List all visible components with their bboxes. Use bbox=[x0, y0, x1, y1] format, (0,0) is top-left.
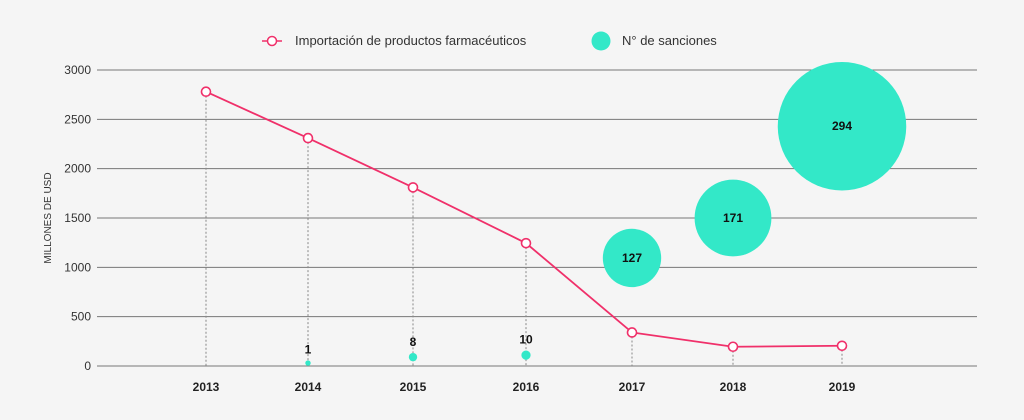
bubble-label: 8 bbox=[410, 335, 417, 349]
x-tick-label: 2013 bbox=[193, 380, 220, 394]
imports-point-2013 bbox=[200, 86, 212, 98]
bubble-sanctions-2019 bbox=[777, 62, 907, 191]
bubble-label: 1 bbox=[305, 342, 312, 356]
legend-line-marker-point bbox=[266, 35, 278, 47]
bubble-sanctions-2016 bbox=[521, 350, 531, 360]
imports-point-2016 bbox=[520, 237, 532, 249]
bubble-label: 294 bbox=[832, 119, 852, 133]
bubble-sanctions-2017 bbox=[602, 228, 662, 288]
bubble-label: 10 bbox=[519, 333, 533, 347]
legend: Importación de productos farmacéuticos N… bbox=[262, 31, 717, 51]
y-tick-label: 3000 bbox=[64, 63, 91, 77]
bubble-sanctions-2014 bbox=[305, 360, 311, 366]
y-tick-label: 500 bbox=[71, 310, 91, 324]
x-tick-label: 2017 bbox=[619, 380, 646, 394]
legend-label-sanctions: N° de sanciones bbox=[622, 33, 717, 48]
y-tick-label: 0 bbox=[84, 359, 91, 373]
x-tick-label: 2019 bbox=[829, 380, 856, 394]
imports-point-2019 bbox=[836, 340, 848, 352]
imports-point-2014 bbox=[302, 132, 314, 144]
legend-label-imports: Importación de productos farmacéuticos bbox=[295, 33, 527, 48]
x-tick-label: 2018 bbox=[720, 380, 747, 394]
bubble-label: 171 bbox=[723, 211, 743, 225]
y-tick-label: 1000 bbox=[64, 260, 91, 274]
bubble-sanctions-2018 bbox=[694, 179, 772, 257]
legend-bubble-marker bbox=[591, 31, 611, 51]
y-axis-label: MILLONES DE USD bbox=[43, 172, 54, 263]
imports-point-2018 bbox=[727, 341, 739, 353]
y-tick-label: 2000 bbox=[64, 162, 91, 176]
y-tick-label: 1500 bbox=[64, 211, 91, 225]
x-tick-label: 2015 bbox=[400, 380, 427, 394]
bubble-sanctions-2015 bbox=[408, 352, 418, 362]
imports-point-2015 bbox=[407, 182, 419, 193]
x-tick-label: 2014 bbox=[295, 380, 322, 394]
imports-point-2017 bbox=[626, 327, 638, 338]
bubble-label: 127 bbox=[622, 251, 642, 265]
x-tick-label: 2016 bbox=[513, 380, 540, 394]
y-tick-label: 2500 bbox=[64, 112, 91, 126]
